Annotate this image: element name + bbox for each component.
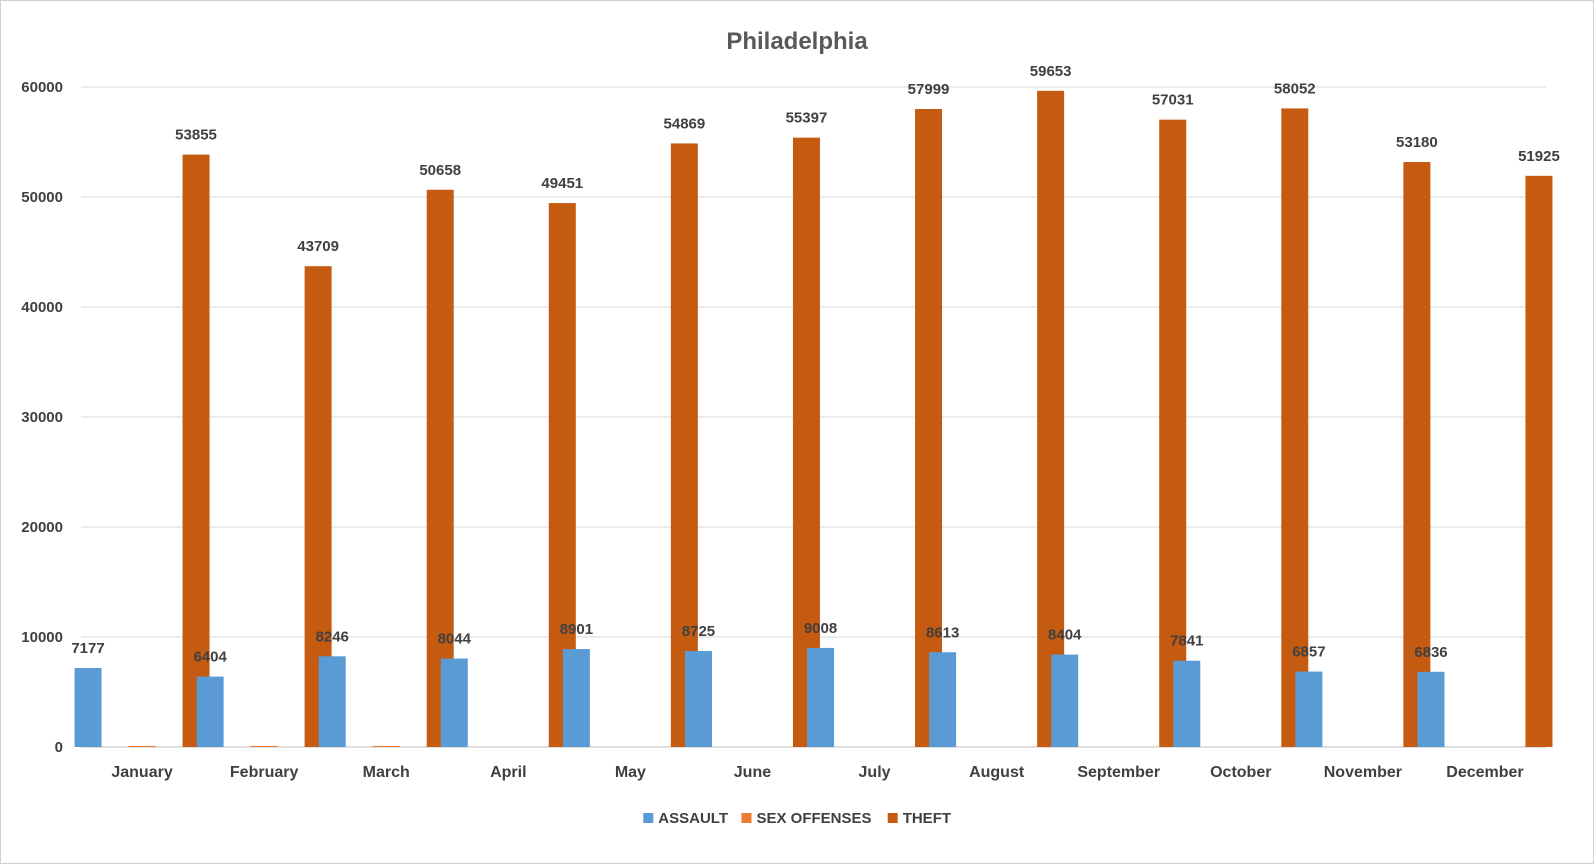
bar-theft [670, 143, 698, 748]
legend-label: THEFT [903, 810, 951, 827]
bar-assault [1417, 671, 1445, 747]
data-label: 8246 [316, 628, 349, 645]
chart-title: Philadelphia [726, 28, 868, 55]
data-label: 57999 [908, 81, 950, 98]
bar-sex-offenses [250, 745, 278, 747]
y-tick-label: 0 [55, 739, 63, 756]
bar-assault [74, 668, 102, 747]
data-label: 53180 [1396, 134, 1438, 151]
x-category-label: February [230, 764, 299, 781]
bar-theft [1525, 175, 1553, 747]
y-tick-label: 30000 [21, 409, 63, 426]
data-label: 55397 [786, 110, 828, 127]
legend-label: SEX OFFENSES [757, 810, 872, 827]
data-label: 49451 [541, 175, 583, 192]
data-label: 6404 [193, 649, 227, 666]
x-category-label: May [615, 764, 646, 781]
x-category-label: November [1324, 764, 1402, 781]
legend-item: ASSAULT [643, 810, 728, 827]
data-label: 58052 [1274, 80, 1316, 97]
legend-item: THEFT [887, 810, 951, 827]
data-label: 59653 [1030, 63, 1072, 80]
data-label: 6836 [1414, 644, 1447, 661]
bar-assault [1295, 671, 1323, 747]
x-category-label: June [734, 764, 771, 781]
y-tick-label: 40000 [21, 299, 63, 316]
bar-assault [684, 651, 712, 747]
legend-swatch [887, 813, 898, 823]
data-label: 9008 [804, 620, 837, 637]
bar-assault [1051, 654, 1079, 747]
legend-swatch [741, 813, 752, 823]
bar-theft [182, 154, 210, 748]
data-label: 8901 [560, 621, 593, 638]
x-axis-categories: January February March April May June July Augu… [111, 764, 1523, 781]
bar-assault [440, 658, 468, 747]
data-labels: 7177 53855 6404 43709 8246 50658 8044 49451 8901… [71, 63, 1559, 666]
x-category-label: August [969, 764, 1025, 781]
bar-assault [807, 647, 835, 747]
bar-theft [792, 137, 820, 747]
x-category-label: December [1446, 764, 1523, 781]
data-label: 53855 [175, 127, 217, 144]
x-category-label: March [363, 764, 410, 781]
bar-theft [426, 189, 454, 748]
bar-theft [1403, 162, 1431, 747]
x-category-label: January [111, 764, 172, 781]
bar-theft [1037, 90, 1065, 747]
legend-label: ASSAULT [658, 810, 728, 827]
x-category-label: July [859, 764, 891, 781]
legend-item: SEX OFFENSES [741, 810, 872, 827]
bar-assault [1173, 660, 1201, 747]
x-category-label: October [1210, 764, 1271, 781]
legend-swatch [643, 813, 654, 823]
bar-sex-offenses [372, 745, 400, 747]
x-category-label: April [490, 764, 526, 781]
legend: ASSAULT SEX OFFENSES THEFT [643, 810, 951, 827]
y-tick-label: 20000 [21, 519, 63, 536]
bars [74, 90, 1553, 748]
data-label: 57031 [1152, 92, 1194, 109]
data-label: 7841 [1170, 633, 1203, 650]
bar-theft [1159, 119, 1187, 747]
y-tick-label: 60000 [21, 79, 63, 96]
y-axis-ticks: 0 10000 20000 30000 40000 50000 60000 [21, 79, 63, 756]
data-label: 50658 [419, 162, 461, 179]
data-label: 6857 [1292, 644, 1325, 661]
data-label: 8613 [926, 624, 959, 641]
data-label: 8725 [682, 623, 715, 640]
data-label: 7177 [71, 640, 104, 657]
bar-sex-offenses [128, 745, 156, 747]
bar-assault [562, 649, 590, 747]
bar-assault [318, 656, 346, 747]
data-label: 43709 [297, 238, 339, 255]
y-tick-label: 10000 [21, 629, 63, 646]
y-tick-label: 50000 [21, 189, 63, 206]
bar-theft [915, 109, 943, 748]
data-label: 51925 [1518, 148, 1560, 165]
x-category-label: September [1077, 764, 1160, 781]
bar-theft [1281, 108, 1309, 748]
bar-assault [929, 652, 957, 747]
data-label: 8044 [438, 631, 472, 648]
data-label: 8404 [1048, 627, 1082, 644]
bar-assault [196, 676, 224, 747]
data-label: 54869 [664, 115, 706, 132]
